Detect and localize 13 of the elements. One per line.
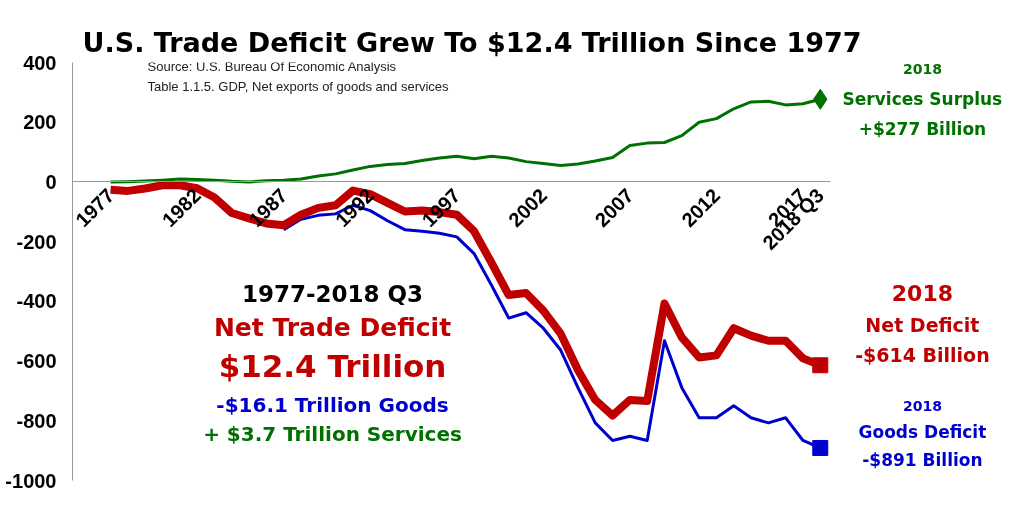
y-tick-label: -200 [16,230,57,253]
annotation: 2018 Services Surplus +$277 Billion [842,61,1003,140]
y-tick-label: -1000 [5,469,57,492]
annotation: 1977-2018 Q3 Net Trade Deficit $12.4 Trillion -$16.1 Trillion Goods + $3.7 Trillion Services [203,280,462,446]
annotation: 2018 Net Deficit -$614 Billion [855,281,990,367]
annotation: 2018 Goods Deficit -$891 Billion [858,397,987,470]
y-tick-label: 200 [23,111,57,134]
chart-title: U.S. Trade Deficit Grew To $12.4 Trillion Since 1977 [82,26,862,58]
y-tick-label: -600 [16,350,57,373]
y-tick-label: -800 [16,409,57,432]
y-tick-label: 400 [23,51,57,74]
y-tick-label: 0 [45,170,57,193]
y-tick-label: -400 [16,290,57,313]
